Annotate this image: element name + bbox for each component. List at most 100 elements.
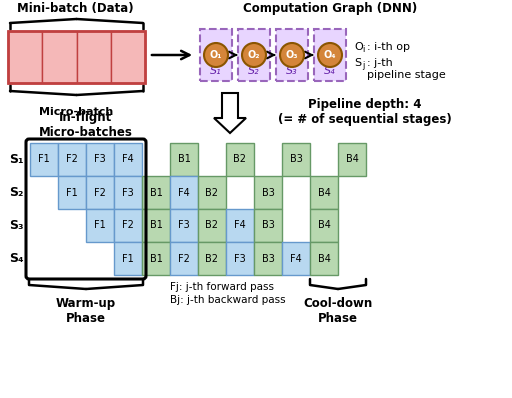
Text: j: j bbox=[362, 62, 365, 70]
Text: F4: F4 bbox=[122, 154, 134, 164]
Text: F1: F1 bbox=[66, 187, 78, 197]
Text: F1: F1 bbox=[94, 220, 106, 230]
Text: B2: B2 bbox=[205, 220, 219, 230]
Bar bbox=[310, 242, 338, 275]
Bar bbox=[142, 242, 170, 275]
FancyBboxPatch shape bbox=[276, 29, 308, 81]
Bar bbox=[310, 176, 338, 209]
Text: O: O bbox=[354, 42, 362, 52]
Text: B3: B3 bbox=[262, 187, 274, 197]
Text: S₄: S₄ bbox=[324, 66, 336, 76]
Bar bbox=[86, 176, 114, 209]
Bar bbox=[254, 209, 282, 242]
Bar bbox=[254, 176, 282, 209]
Text: B2: B2 bbox=[205, 254, 219, 263]
Text: B4: B4 bbox=[346, 154, 358, 164]
Bar bbox=[142, 209, 170, 242]
Bar bbox=[142, 176, 170, 209]
Text: F1: F1 bbox=[38, 154, 50, 164]
Bar bbox=[282, 242, 310, 275]
Text: F2: F2 bbox=[94, 187, 106, 197]
Text: O₁: O₁ bbox=[210, 50, 222, 60]
Bar bbox=[282, 143, 310, 176]
Text: O₃: O₃ bbox=[286, 50, 298, 60]
Text: Warm-up
Phase: Warm-up Phase bbox=[56, 297, 116, 325]
Bar bbox=[170, 176, 198, 209]
Text: F3: F3 bbox=[234, 254, 246, 263]
Text: Bj: j-th backward pass: Bj: j-th backward pass bbox=[170, 295, 286, 305]
Text: S₂: S₂ bbox=[248, 66, 260, 76]
Text: S: S bbox=[354, 58, 361, 68]
Bar bbox=[58, 143, 86, 176]
Text: Mini-batch (Data): Mini-batch (Data) bbox=[17, 2, 133, 15]
Text: B2: B2 bbox=[233, 154, 246, 164]
Text: S₃: S₃ bbox=[286, 66, 298, 76]
Circle shape bbox=[242, 43, 266, 67]
Bar bbox=[254, 242, 282, 275]
Bar bbox=[226, 242, 254, 275]
Text: B3: B3 bbox=[290, 154, 303, 164]
Text: Cool-down
Phase: Cool-down Phase bbox=[304, 297, 373, 325]
Text: B3: B3 bbox=[262, 220, 274, 230]
Text: S₄: S₄ bbox=[9, 252, 23, 265]
Text: F3: F3 bbox=[178, 220, 190, 230]
Bar bbox=[114, 143, 142, 176]
Text: : j-th: : j-th bbox=[367, 58, 393, 68]
FancyBboxPatch shape bbox=[238, 29, 270, 81]
Text: O₂: O₂ bbox=[248, 50, 260, 60]
Text: S₁: S₁ bbox=[9, 153, 23, 166]
Bar bbox=[114, 176, 142, 209]
Bar bbox=[114, 209, 142, 242]
Text: Micro-batch: Micro-batch bbox=[39, 107, 114, 117]
Bar bbox=[310, 209, 338, 242]
Text: F2: F2 bbox=[178, 254, 190, 263]
Bar bbox=[30, 143, 58, 176]
Text: Fj: j-th forward pass: Fj: j-th forward pass bbox=[170, 282, 274, 292]
Text: B1: B1 bbox=[150, 220, 162, 230]
Bar bbox=[76, 31, 111, 83]
Text: B4: B4 bbox=[317, 220, 330, 230]
Bar bbox=[170, 143, 198, 176]
FancyBboxPatch shape bbox=[200, 29, 232, 81]
Text: B1: B1 bbox=[150, 187, 162, 197]
Text: S₁: S₁ bbox=[210, 66, 222, 76]
Text: F3: F3 bbox=[122, 187, 134, 197]
Polygon shape bbox=[214, 93, 246, 133]
Text: In-flight
Micro-batches: In-flight Micro-batches bbox=[39, 111, 133, 139]
Text: B1: B1 bbox=[178, 154, 190, 164]
Text: : i-th op: : i-th op bbox=[367, 42, 410, 52]
Text: F2: F2 bbox=[122, 220, 134, 230]
Bar bbox=[8, 31, 42, 83]
Text: B4: B4 bbox=[317, 187, 330, 197]
Circle shape bbox=[204, 43, 228, 67]
Bar bbox=[170, 209, 198, 242]
Bar bbox=[42, 31, 76, 83]
Text: F4: F4 bbox=[178, 187, 190, 197]
Bar bbox=[170, 242, 198, 275]
Text: B1: B1 bbox=[150, 254, 162, 263]
Bar bbox=[111, 31, 145, 83]
Text: B2: B2 bbox=[205, 187, 219, 197]
Bar bbox=[58, 176, 86, 209]
Bar bbox=[226, 209, 254, 242]
Bar bbox=[8, 31, 145, 83]
Text: i: i bbox=[362, 45, 365, 55]
Bar bbox=[86, 209, 114, 242]
Text: pipeline stage: pipeline stage bbox=[367, 70, 446, 80]
Text: Pipeline depth: 4
(= # of sequential stages): Pipeline depth: 4 (= # of sequential sta… bbox=[278, 98, 452, 126]
Text: O₄: O₄ bbox=[324, 50, 336, 60]
Bar bbox=[226, 143, 254, 176]
Bar bbox=[114, 242, 142, 275]
Text: F3: F3 bbox=[94, 154, 106, 164]
Text: Computation Graph (DNN): Computation Graph (DNN) bbox=[243, 2, 417, 15]
Bar bbox=[338, 143, 366, 176]
Text: S₂: S₂ bbox=[9, 186, 23, 199]
Bar bbox=[198, 209, 226, 242]
Text: B4: B4 bbox=[317, 254, 330, 263]
Text: S₃: S₃ bbox=[9, 219, 23, 232]
Bar bbox=[198, 176, 226, 209]
Text: B3: B3 bbox=[262, 254, 274, 263]
Bar bbox=[198, 242, 226, 275]
Circle shape bbox=[280, 43, 304, 67]
FancyBboxPatch shape bbox=[314, 29, 346, 81]
